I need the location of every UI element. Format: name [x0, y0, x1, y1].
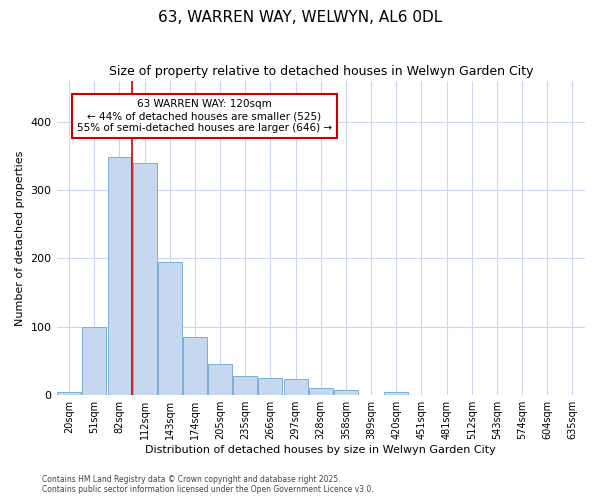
Bar	[158, 262, 182, 395]
Bar	[133, 162, 157, 395]
Bar	[409, 394, 433, 395]
Bar	[560, 394, 584, 395]
Title: Size of property relative to detached houses in Welwyn Garden City: Size of property relative to detached ho…	[109, 65, 533, 78]
X-axis label: Distribution of detached houses by size in Welwyn Garden City: Distribution of detached houses by size …	[145, 445, 496, 455]
Bar	[485, 394, 509, 395]
Text: 63 WARREN WAY: 120sqm
← 44% of detached houses are smaller (525)
55% of semi-det: 63 WARREN WAY: 120sqm ← 44% of detached …	[77, 100, 332, 132]
Bar	[309, 388, 333, 395]
Bar	[82, 327, 106, 395]
Y-axis label: Number of detached properties: Number of detached properties	[15, 150, 25, 326]
Bar	[259, 378, 283, 395]
Bar	[510, 394, 534, 395]
Bar	[535, 394, 559, 395]
Text: Contains HM Land Registry data © Crown copyright and database right 2025.
Contai: Contains HM Land Registry data © Crown c…	[42, 474, 374, 494]
Text: 63, WARREN WAY, WELWYN, AL6 0DL: 63, WARREN WAY, WELWYN, AL6 0DL	[158, 10, 442, 25]
Bar	[385, 392, 408, 395]
Bar	[233, 376, 257, 395]
Bar	[359, 394, 383, 395]
Bar	[334, 390, 358, 395]
Bar	[208, 364, 232, 395]
Bar	[284, 380, 308, 395]
Bar	[460, 394, 484, 395]
Bar	[107, 157, 131, 395]
Bar	[434, 394, 458, 395]
Bar	[183, 337, 207, 395]
Bar	[57, 392, 81, 395]
